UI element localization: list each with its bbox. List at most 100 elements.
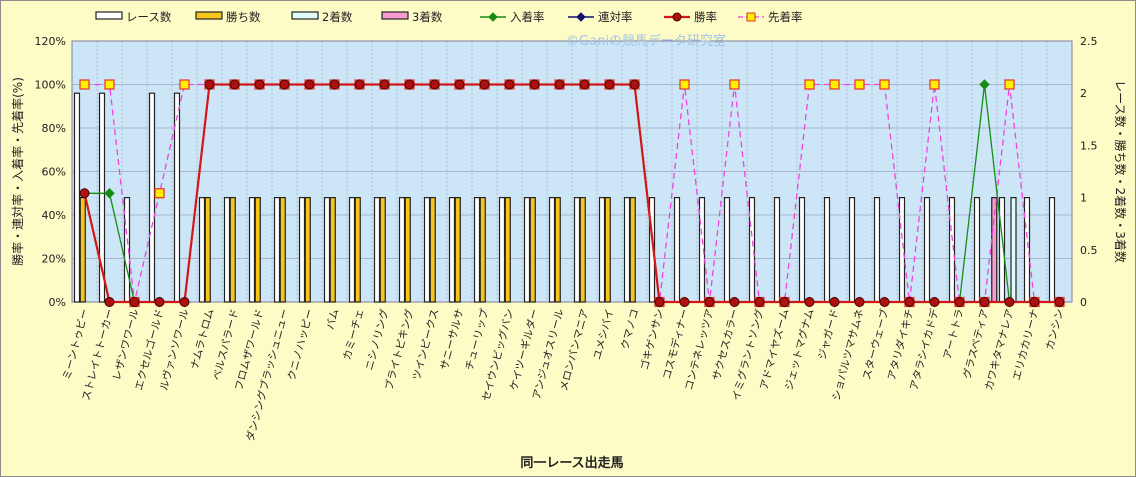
marker-win_rate (979, 297, 990, 307)
legend-swatch (381, 11, 409, 20)
bar-wins (504, 197, 511, 303)
legend-item-win_rate: 勝率 (664, 10, 717, 24)
legend-item-rentai_rate: 連対率 (568, 10, 633, 24)
bar-races (448, 197, 456, 303)
bar-races (473, 197, 481, 303)
gridlines (72, 41, 1072, 302)
marker-win_rate (879, 297, 890, 307)
bar-races (523, 197, 531, 303)
marker-win_rate (379, 79, 390, 90)
bar-races (773, 197, 781, 303)
bar-races (673, 197, 681, 303)
bar-wins (454, 197, 461, 303)
y-tick-left: 100% (35, 79, 66, 92)
bar-wins (429, 197, 436, 303)
marker-win_rate (929, 297, 940, 307)
bar-races (623, 197, 631, 303)
watermark: ©Ganiの競馬データ研究室 (566, 33, 726, 49)
bar-races (273, 197, 281, 303)
legend-item-wins: 勝ち数 (195, 10, 261, 24)
legend-swatch (291, 11, 319, 20)
marker-senchaku_rate (79, 79, 90, 90)
bar-wins (329, 197, 336, 303)
legend-item-races: レース数 (95, 10, 172, 24)
legend: レース数 勝ち数 2着数 3着数 入着率 連対率 勝率 先着率 (95, 10, 803, 24)
marker-win_rate (904, 297, 915, 307)
bar-races (1048, 197, 1056, 303)
legend-item-second: 2着数 (291, 10, 353, 24)
marker-win_rate (779, 297, 790, 307)
legend-label: 勝ち数 (226, 10, 261, 24)
legend-item-third: 3着数 (381, 10, 443, 24)
bar-races (248, 197, 256, 303)
bars (73, 92, 1056, 303)
y-tick-left: 80% (42, 122, 66, 135)
bar-races (848, 197, 856, 303)
marker-win_rate (179, 297, 190, 307)
bar-races (173, 92, 181, 303)
marker-win_rate (204, 79, 215, 90)
bar-wins (479, 197, 486, 303)
marker-win_rate (554, 79, 565, 90)
marker-win_rate (1054, 297, 1065, 307)
bar-races (398, 197, 406, 303)
y-tick-left: 60% (42, 166, 66, 179)
y-axis-left: 0% 20% 40% 60% 80% 100% 120% (35, 35, 66, 309)
marker-senchaku_rate (104, 79, 115, 90)
legend-label: 先着率 (768, 10, 803, 24)
y-tick-right: 2.5 (1080, 35, 1098, 48)
bar-races (823, 197, 831, 303)
bar-wins (204, 197, 211, 303)
bar-races (323, 197, 331, 303)
bar-races (873, 197, 881, 303)
marker-win_rate (104, 297, 115, 307)
marker-senchaku_rate (804, 79, 815, 90)
bar-races (148, 92, 156, 303)
y-tick-right: 1 (1080, 192, 1087, 205)
bar-wins (379, 197, 386, 303)
bar-wins (79, 197, 86, 303)
marker-win_rate (404, 79, 415, 90)
legend-swatch (195, 11, 223, 20)
y-tick-right: 1.5 (1080, 139, 1098, 152)
legend-label: 勝率 (694, 10, 717, 24)
bar-races (898, 197, 906, 303)
legend-label: 3着数 (412, 10, 443, 24)
y-tick-left: 120% (35, 35, 66, 48)
bar-races (573, 197, 581, 303)
marker-win_rate (454, 79, 465, 90)
marker-win_rate (129, 297, 140, 307)
marker-win_rate (604, 79, 615, 90)
legend-label: 入着率 (510, 10, 545, 24)
bar-races (73, 92, 81, 303)
y-tick-right: 2 (1080, 87, 1087, 100)
y-tick-right: 0.5 (1080, 244, 1098, 257)
bar-races (373, 197, 381, 303)
marker-win_rate (479, 79, 490, 90)
y-tick-left: 0% (49, 296, 66, 309)
marker-win_rate (629, 79, 640, 90)
lines (83, 83, 1060, 304)
bar-races (223, 197, 231, 303)
marker-win_rate (154, 297, 165, 307)
marker-senchaku_rate (154, 188, 165, 199)
y-tick-right: 0 (1080, 296, 1087, 309)
bar-races (548, 197, 556, 303)
marker-senchaku_rate (179, 79, 190, 90)
bar-races (423, 197, 431, 303)
marker-senchaku_rate (929, 79, 940, 90)
marker-win_rate (1029, 297, 1040, 307)
y-tick-left: 20% (42, 253, 66, 266)
bar-races (598, 197, 606, 303)
bar-wins (579, 197, 586, 303)
y-axis-left-label: 勝率・連対率・入着率・先着率(%) (10, 77, 25, 266)
marker-win_rate (704, 297, 715, 307)
marker-senchaku_rate (829, 79, 840, 90)
marker-place_rate (979, 79, 990, 90)
marker-win_rate (304, 79, 315, 90)
marker-win_rate (329, 79, 340, 90)
marker-win_rate (804, 297, 815, 307)
legend-swatch (95, 11, 123, 20)
